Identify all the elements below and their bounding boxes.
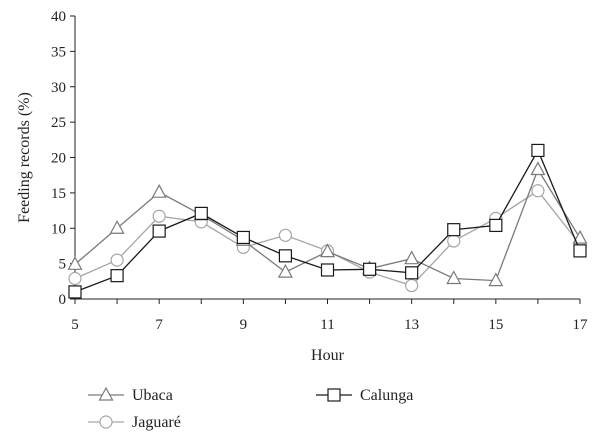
data-point [532, 144, 544, 156]
legend-label: Ubaca [132, 387, 173, 404]
data-point [405, 252, 418, 264]
data-point [69, 286, 81, 298]
y-tick-label: 20 [51, 151, 66, 167]
data-point [322, 264, 334, 276]
x-tick-label: 15 [488, 317, 503, 333]
data-point [69, 272, 81, 284]
x-tick-label: 5 [71, 317, 79, 333]
y-tick-label: 25 [51, 115, 66, 131]
data-point [279, 229, 291, 241]
data-point [153, 185, 166, 197]
legend-item: Jaguaré [88, 414, 181, 431]
data-point [574, 245, 586, 257]
y-tick-label: 40 [51, 9, 66, 25]
data-point [406, 267, 418, 279]
data-point [153, 210, 165, 222]
data-point [406, 280, 418, 292]
data-point [490, 219, 502, 231]
legend-label: Jaguaré [132, 414, 181, 431]
x-tick-label: 13 [404, 317, 419, 333]
y-axis-title: Feeding records (%) [16, 92, 33, 223]
y-tick-label: 35 [51, 44, 66, 60]
data-point [153, 225, 165, 237]
x-tick-label: 9 [240, 317, 248, 333]
y-tick-label: 30 [51, 80, 66, 96]
x-tick-label: 11 [320, 317, 334, 333]
series-calunga [69, 144, 586, 297]
data-point [531, 163, 544, 175]
data-point [447, 271, 460, 283]
legend-marker [100, 416, 112, 428]
data-point [532, 185, 544, 197]
x-tick-label: 17 [573, 317, 589, 333]
chart-legend: Ubaca Jaguaré Calunga [88, 387, 413, 431]
data-point [489, 274, 502, 286]
data-point [279, 265, 292, 277]
y-tick-label: 0 [59, 292, 67, 308]
data-point [111, 221, 124, 233]
x-tick-label: 7 [155, 317, 163, 333]
x-axis-title: Hour [311, 347, 345, 364]
y-tick-label: 10 [51, 221, 66, 237]
legend-item: Ubaca [88, 387, 173, 404]
data-point [448, 235, 460, 247]
y-tick-label: 5 [59, 257, 67, 273]
legend-label: Calunga [360, 387, 413, 404]
data-point [279, 250, 291, 262]
data-point [111, 270, 123, 282]
legend-item: Calunga [316, 387, 413, 404]
data-point [237, 231, 249, 243]
legend-marker [328, 389, 340, 401]
chart-series [69, 144, 587, 297]
y-tick-label: 15 [51, 186, 66, 202]
data-point [195, 207, 207, 219]
data-point [111, 254, 123, 266]
data-point [448, 224, 460, 236]
data-point [364, 263, 376, 275]
legend-marker [100, 388, 113, 400]
